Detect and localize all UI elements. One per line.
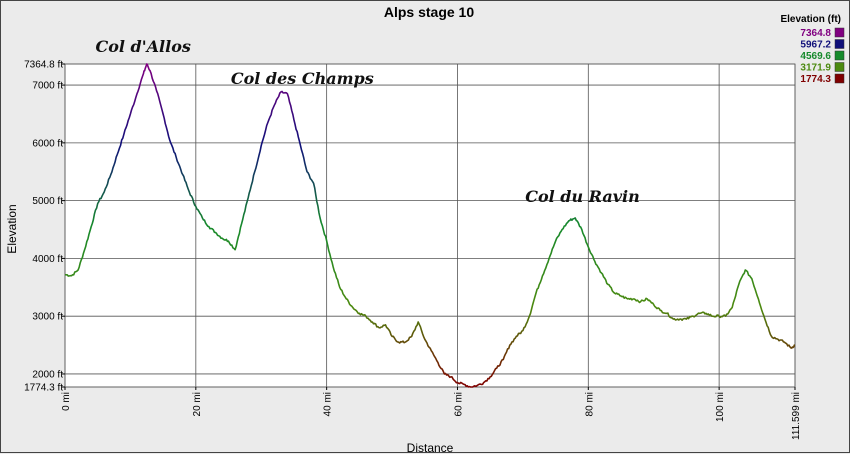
x-tick-label: 60 mi: [453, 392, 464, 416]
legend-value: 7364.8: [800, 28, 831, 39]
x-tick-label: 0 mi: [61, 392, 72, 411]
legend-swatch: [834, 27, 845, 38]
legend-swatch: [834, 39, 845, 49]
grid-lines: [64, 63, 796, 388]
legend-value: 5967.2: [800, 40, 831, 51]
x-tick-label: 40 mi: [323, 392, 334, 416]
elevation-line: [64, 63, 796, 388]
y-tick-label: 1774.3 ft: [24, 383, 63, 394]
x-tick-label: 100 mi: [715, 392, 726, 422]
x-tick-label: 111.599 mi: [791, 392, 802, 440]
y-tick-label: 7000 ft: [32, 81, 63, 92]
x-axis-label: Distance: [407, 441, 454, 454]
x-tick-label: 20 mi: [192, 392, 203, 416]
peak-label: Col d'Allos: [95, 37, 190, 56]
y-tick-label: 6000 ft: [32, 138, 63, 149]
y-tick-label: 2000 ft: [32, 369, 63, 380]
legend-swatch: [834, 62, 845, 72]
legend-title: Elevation (ft): [780, 14, 841, 25]
y-tick-label: 3000 ft: [32, 312, 63, 323]
y-tick-label: 5000 ft: [32, 196, 63, 207]
peak-label: Col du Ravin: [525, 187, 639, 206]
legend: Elevation (ft) 7364.85967.24569.63171.91…: [780, 14, 845, 85]
peak-annotations: Col d'Allos Col des Champs Col du Ravin: [95, 37, 639, 206]
y-tick-label: 4000 ft: [32, 254, 63, 265]
chart-title: Alps stage 10: [384, 4, 474, 20]
peak-label: Col des Champs: [231, 69, 374, 88]
legend-value: 3171.9: [800, 63, 831, 74]
x-tick-label: 80 mi: [584, 392, 595, 416]
legend-value: 4569.6: [800, 51, 831, 62]
y-axis-ticks: 1774.3 ft 2000 ft 3000 ft 4000 ft 5000 ft 600…: [24, 60, 65, 394]
legend-value: 1774.3: [800, 74, 831, 85]
y-axis-label: Elevation: [5, 204, 19, 253]
plot-area: [64, 63, 796, 388]
legend-swatch: [834, 50, 845, 61]
x-axis-ticks: 0 mi 20 mi 40 mi 60 mi 80 mi 100 mi 111.599 mi: [61, 387, 802, 440]
legend-swatch: [834, 73, 845, 84]
y-tick-label: 7364.8 ft: [24, 60, 63, 71]
